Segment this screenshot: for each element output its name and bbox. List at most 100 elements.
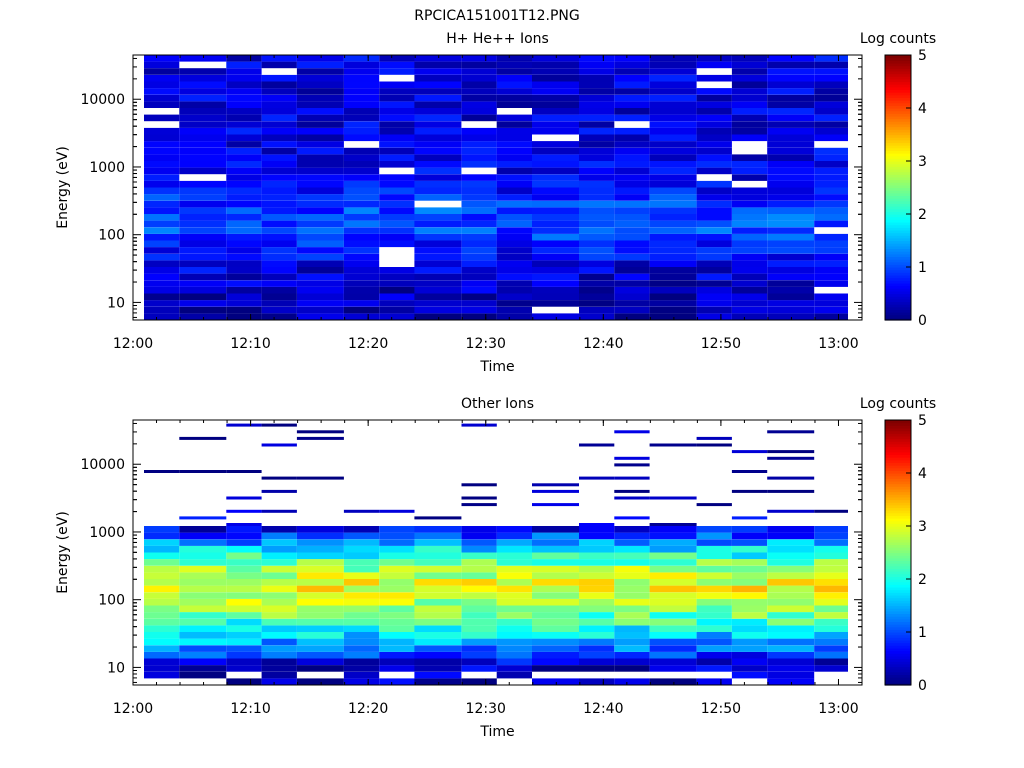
spectrogram-cell xyxy=(696,645,732,652)
spectrogram-cell xyxy=(579,61,615,69)
spectrogram-cell xyxy=(226,200,262,208)
spectrogram-cell xyxy=(731,645,768,652)
spectrogram-cell xyxy=(579,81,615,89)
spectrogram-cell xyxy=(767,678,815,685)
spectrogram-cell xyxy=(767,220,815,228)
colorbar-swatch xyxy=(885,216,911,220)
spectrogram-cell xyxy=(767,300,815,307)
spectrogram-cell xyxy=(414,253,462,261)
spectrogram-cell xyxy=(414,108,462,115)
spectrogram-cell xyxy=(649,443,697,447)
spectrogram-cell xyxy=(461,645,497,652)
spectrogram-cell xyxy=(579,592,615,599)
colorbar-swatch xyxy=(885,571,911,575)
spectrogram-cell xyxy=(179,638,227,646)
colorbar-swatch xyxy=(885,671,911,675)
spectrogram-cell xyxy=(144,572,180,579)
colorbar-swatch xyxy=(885,68,911,72)
spectrogram-cell xyxy=(261,233,297,241)
spectrogram-cell xyxy=(496,559,532,566)
spectrogram-cell xyxy=(496,545,532,553)
spectrogram-cell xyxy=(261,154,297,161)
spectrogram-cell xyxy=(814,539,848,546)
spectrogram-cell xyxy=(461,625,497,632)
spectrogram-cell xyxy=(579,180,615,188)
spectrogram-cell xyxy=(614,147,650,155)
spectrogram-cell xyxy=(461,552,497,560)
spectrogram-cell xyxy=(696,267,732,274)
spectrogram-cell xyxy=(731,280,768,287)
spectrogram-cell xyxy=(614,187,650,195)
spectrogram-cell xyxy=(226,632,262,639)
y-axis: 10 100 1000 10000 xyxy=(80,422,862,683)
spectrogram-cell xyxy=(261,423,297,427)
spectrogram-cell xyxy=(814,598,848,606)
spectrogram-cell xyxy=(614,559,650,566)
spectrogram-cell xyxy=(532,300,579,307)
spectrogram-cell xyxy=(696,240,732,248)
spectrogram-cell xyxy=(532,552,579,560)
spectrogram-cell xyxy=(461,618,497,626)
spectrogram-cell xyxy=(814,532,848,540)
spectrogram-cell xyxy=(343,293,380,301)
spectrogram-cell xyxy=(649,559,697,566)
colorbar-swatch xyxy=(885,666,911,670)
spectrogram-cell xyxy=(532,61,579,69)
spectrogram-cell xyxy=(144,180,180,188)
spectrogram-cell xyxy=(296,430,344,434)
colorbar-swatch xyxy=(885,486,911,490)
spectrogram-cells xyxy=(144,423,848,685)
spectrogram-cell xyxy=(814,658,848,666)
x-tick-label: 12:40 xyxy=(583,701,623,717)
spectrogram-cell xyxy=(461,174,497,181)
colorbar-swatch xyxy=(885,282,911,287)
spectrogram-cell xyxy=(226,167,262,175)
spectrogram-cell xyxy=(579,101,615,108)
spectrogram-cell xyxy=(461,612,497,619)
spectrogram-cell xyxy=(649,658,697,666)
spectrogram-cell xyxy=(731,605,768,613)
spectrogram-cell xyxy=(767,450,815,454)
colorbar-swatch xyxy=(885,179,911,183)
spectrogram-cell xyxy=(144,526,180,533)
colorbar-swatch xyxy=(885,55,911,59)
spectrogram-cell xyxy=(496,260,532,267)
spectrogram-cell xyxy=(343,220,380,228)
spectrogram-cell xyxy=(179,267,227,274)
spectrogram-cell xyxy=(814,233,848,241)
spectrogram-cell xyxy=(226,94,262,102)
spectrogram-cell xyxy=(179,552,227,560)
x-tick-label: 13:00 xyxy=(818,701,858,717)
spectrogram-cell xyxy=(731,532,768,540)
spectrogram-cell xyxy=(649,306,697,314)
spectrogram-cell xyxy=(649,55,697,62)
spectrogram-cell xyxy=(649,273,697,281)
spectrogram-cell xyxy=(649,286,697,294)
spectrogram-cell xyxy=(461,313,497,320)
spectrogram-cell xyxy=(731,174,768,181)
spectrogram-cell xyxy=(461,300,497,307)
spectrogram-cell xyxy=(814,625,848,632)
colorbar-frame xyxy=(884,419,912,686)
spectrogram-cell xyxy=(414,306,462,314)
spectrogram-cell xyxy=(343,559,380,566)
spectrogram-cell xyxy=(179,671,227,679)
spectrogram-cell xyxy=(614,618,650,626)
colorbar-swatch xyxy=(885,296,911,300)
spectrogram-cell xyxy=(144,559,180,566)
spectrogram-cell xyxy=(579,293,615,301)
spectrogram-cell xyxy=(414,81,462,89)
spectrogram-cell xyxy=(414,313,462,320)
colorbar-swatch xyxy=(885,158,911,162)
colorbar-swatch xyxy=(885,240,911,244)
spectrogram-cell xyxy=(649,61,697,69)
spectrogram-cell xyxy=(532,658,579,666)
colorbar-swatch xyxy=(885,267,911,271)
spectrogram-cell xyxy=(343,61,380,69)
spectrogram-cell xyxy=(261,180,297,188)
spectrogram-cell xyxy=(144,618,180,626)
spectrogram-cell xyxy=(144,612,180,619)
colorbar-swatch xyxy=(885,187,911,191)
spectrogram-cell xyxy=(414,187,462,195)
spectrogram-cell xyxy=(532,253,579,261)
